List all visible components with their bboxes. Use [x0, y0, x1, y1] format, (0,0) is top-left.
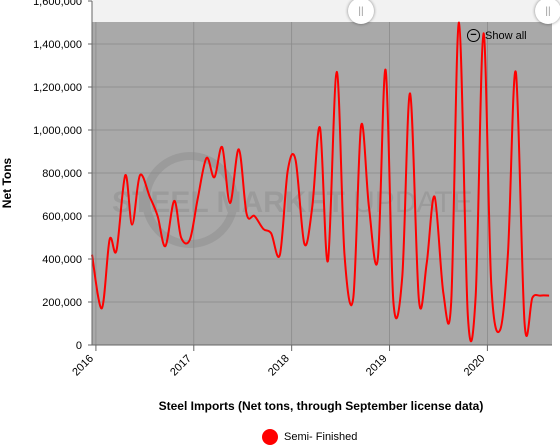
y-tick-label: 1,400,000 — [33, 39, 82, 51]
range-handle-left[interactable]: || — [348, 0, 374, 24]
watermark-logo-icon — [142, 152, 238, 248]
navigator-band[interactable] — [92, 0, 552, 22]
x-tick-label: 2018 — [266, 353, 292, 379]
y-tick-label: 400,000 — [42, 254, 82, 266]
y-tick-label: 0 — [76, 340, 82, 352]
y-tick-label: 800,000 — [42, 168, 82, 180]
legend-swatch-semi-finished — [262, 429, 278, 445]
drag-grip-icon: || — [358, 5, 364, 17]
series-group — [91, 21, 550, 343]
x-axis: 2016 2017 2018 2019 2020 — [70, 344, 552, 379]
watermark-text: STEEL MARKET UPDATE — [112, 186, 473, 219]
x-axis-title: Steel Imports (Net tons, through Septemb… — [159, 399, 484, 413]
drag-grip-icon: || — [545, 5, 551, 17]
y-tick-label: 1,600,000 — [33, 0, 82, 8]
series-line-semi-finished[interactable] — [91, 21, 550, 343]
y-tick-label: 200,000 — [42, 297, 82, 309]
y-tick-label: 1,200,000 — [33, 82, 82, 94]
x-tick-label: 2020 — [462, 353, 488, 379]
zoom-out-icon: − — [467, 29, 480, 42]
y-axis-title: Net Tons — [0, 157, 14, 208]
y-tick-label: 600,000 — [42, 211, 82, 223]
x-tick-label: 2016 — [70, 353, 96, 379]
legend[interactable]: Semi- Finished — [262, 428, 357, 446]
x-tick-label: 2019 — [364, 353, 390, 379]
show-all-label: Show all — [485, 29, 527, 42]
range-handle-right[interactable]: || — [535, 0, 560, 24]
y-axis: 0 200,000 400,000 600,000 800,000 1,000,000 1,… — [33, 0, 93, 352]
x-tick-label: 2017 — [168, 353, 194, 379]
legend-label-semi-finished: Semi- Finished — [284, 431, 358, 443]
show-all-button[interactable]: − Show all — [467, 29, 527, 42]
y-tick-label: 1,000,000 — [33, 125, 82, 137]
